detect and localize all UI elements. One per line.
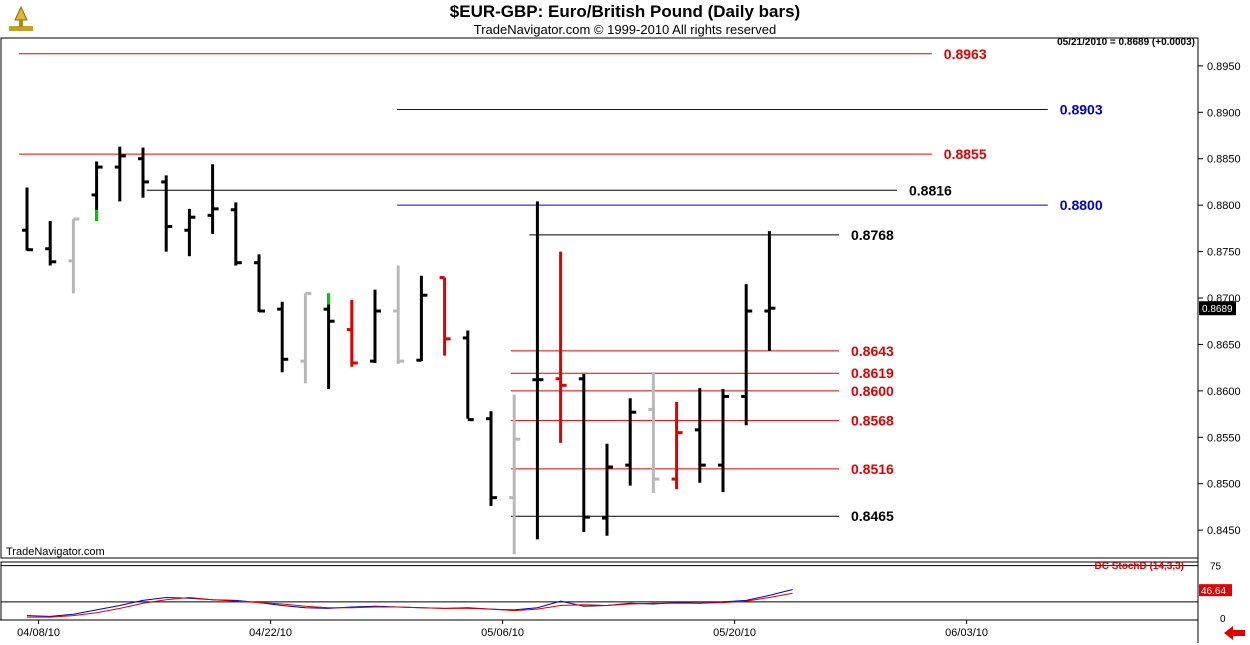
stoch-value-label: 46.64 xyxy=(1201,586,1226,597)
price-panel-border xyxy=(0,37,1199,559)
y-tick-label: 0.8500 xyxy=(1207,479,1241,491)
level-label: 0.8903 xyxy=(1060,102,1103,118)
stoch-tick-label: 0 xyxy=(1220,614,1226,625)
y-tick-label: 0.8750 xyxy=(1207,247,1241,259)
level-label: 0.8465 xyxy=(851,508,894,524)
level-label: 0.8516 xyxy=(851,461,894,477)
level-label: 0.8963 xyxy=(944,46,987,62)
back-arrow-icon[interactable] xyxy=(1224,626,1246,645)
y-tick-label: 0.8600 xyxy=(1207,386,1241,398)
y-tick-label: 0.8850 xyxy=(1207,154,1241,166)
level-label: 0.8768 xyxy=(851,227,894,243)
level-label: 0.8619 xyxy=(851,365,894,381)
last-price-label: 0.8689 xyxy=(1202,304,1233,315)
y-tick-label: 0.8900 xyxy=(1207,107,1241,119)
x-tick-label: 04/22/10 xyxy=(249,627,292,639)
last-price-box xyxy=(1199,301,1236,316)
level-label: 0.8643 xyxy=(851,343,894,359)
x-tick-label: 06/03/10 xyxy=(945,627,988,639)
level-label: 0.8855 xyxy=(944,146,987,162)
x-tick-label: 05/06/10 xyxy=(481,627,524,639)
stoch-value-box xyxy=(1199,584,1232,597)
stoch-series-line xyxy=(27,592,793,618)
chart-title: $EUR-GBP: Euro/British Pound (Daily bars… xyxy=(449,2,801,21)
indicator-title: DC StochD (14,3,3) xyxy=(1094,561,1184,572)
level-label: 0.8568 xyxy=(851,413,894,429)
watermark: TradeNavigator.com xyxy=(6,546,105,558)
stoch-tick-label: 75 xyxy=(1210,562,1222,573)
level-label: 0.8600 xyxy=(851,383,894,399)
chart-subtitle: TradeNavigator.com © 1999-2010 All right… xyxy=(473,22,777,37)
y-tick-label: 0.8950 xyxy=(1207,61,1241,73)
level-label: 0.8800 xyxy=(1060,197,1103,213)
level-label: 0.8816 xyxy=(909,182,952,198)
y-tick-label: 0.8800 xyxy=(1207,200,1241,212)
indicator-panel-border xyxy=(0,561,1199,621)
tradenavigator-logo-icon xyxy=(6,5,36,32)
y-tick-label: 0.8650 xyxy=(1207,339,1241,351)
y-tick-label: 0.8450 xyxy=(1207,525,1241,537)
last-quote-label: 05/21/2010 = 0.8689 (+0.0003) xyxy=(1057,37,1195,48)
x-tick-label: 04/08/10 xyxy=(17,627,60,639)
y-tick-label: 0.8550 xyxy=(1207,432,1241,444)
x-tick-label: 05/20/10 xyxy=(713,627,756,639)
